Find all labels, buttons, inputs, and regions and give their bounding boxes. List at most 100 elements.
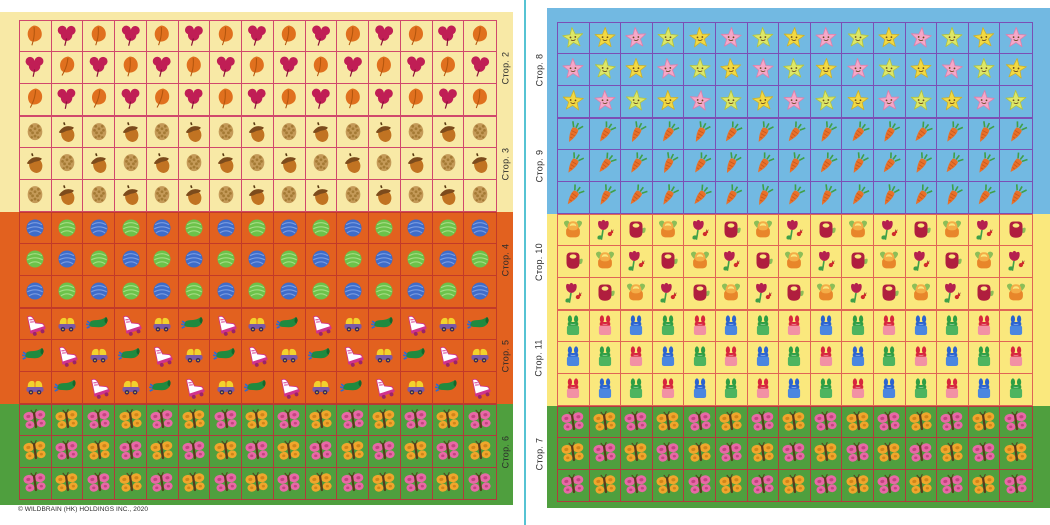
acorn-icon bbox=[217, 153, 234, 174]
sticker-basket-maroon bbox=[874, 277, 906, 309]
leaf-orange-icon bbox=[472, 88, 488, 109]
sticker-butterfly-pink bbox=[115, 436, 147, 468]
butterfly-orange-icon bbox=[341, 440, 364, 461]
pinecone-icon bbox=[472, 186, 488, 204]
car-icon bbox=[312, 381, 330, 395]
sticker-butterfly-orange bbox=[716, 407, 748, 439]
butterfly-pink-icon bbox=[751, 411, 774, 431]
sticker-ball-blue bbox=[464, 276, 496, 307]
leaf-crimson-icon bbox=[121, 89, 139, 110]
copyright-text: © WILDBRAIN (HK) HOLDINGS INC., 2020 bbox=[18, 506, 149, 513]
pinecone-icon bbox=[408, 123, 424, 141]
gift-red-icon bbox=[630, 346, 643, 367]
sticker-gift-blue bbox=[558, 342, 590, 374]
sticker-butterfly-pink bbox=[684, 469, 716, 501]
sticker-car bbox=[432, 309, 465, 341]
sticker-pinecone bbox=[401, 179, 433, 211]
sticker-shoe bbox=[464, 309, 496, 341]
sticker-acorn bbox=[51, 117, 84, 149]
sticker-star-lime bbox=[968, 54, 1001, 86]
sticker-star-lime bbox=[874, 54, 906, 86]
carrot-icon bbox=[916, 152, 932, 174]
sticker-basket-orange bbox=[1000, 278, 1032, 309]
leaf-crimson-icon bbox=[184, 25, 203, 46]
acorn-icon bbox=[122, 185, 138, 206]
sticker-star-lime bbox=[937, 23, 969, 55]
sticker-carrot bbox=[874, 119, 906, 151]
sticker-tulip bbox=[905, 246, 938, 278]
basket-orange-icon bbox=[564, 220, 583, 238]
sticker-leaf-crimson bbox=[337, 52, 370, 84]
butterfly-orange-icon bbox=[909, 411, 932, 431]
shoe-icon bbox=[22, 348, 44, 361]
sticker-basket-maroon bbox=[747, 246, 780, 278]
gift-green-icon bbox=[946, 315, 959, 336]
leaf-crimson-icon bbox=[375, 88, 394, 110]
gift-red-icon bbox=[946, 378, 959, 399]
sticker-gift-green bbox=[558, 311, 590, 343]
butterfly-pink-icon bbox=[277, 472, 300, 493]
acorn-icon bbox=[439, 122, 456, 143]
leaf-orange-icon bbox=[408, 88, 424, 109]
butterfly-orange-icon bbox=[436, 472, 459, 493]
sticker-grid-gifts bbox=[557, 310, 1033, 406]
sticker-ball-blue bbox=[51, 244, 84, 276]
leaf-crimson-icon bbox=[407, 56, 426, 78]
gift-red-icon bbox=[978, 315, 991, 336]
star-yellow-icon bbox=[973, 27, 995, 48]
sticker-car bbox=[273, 340, 306, 372]
sticker-butterfly-pink bbox=[652, 438, 685, 470]
sticker-butterfly-orange bbox=[306, 467, 338, 499]
sticker-gift-red bbox=[589, 311, 622, 343]
basket-orange-icon bbox=[595, 252, 614, 269]
butterfly-orange-icon bbox=[877, 442, 900, 463]
leaf-orange-icon bbox=[250, 56, 265, 77]
sticker-car bbox=[464, 340, 496, 372]
sticker-butterfly-pink bbox=[210, 405, 243, 437]
sticker-star-pink bbox=[1000, 23, 1032, 55]
sticker-pinecone bbox=[337, 179, 370, 211]
star-pink-icon bbox=[657, 58, 679, 80]
sticker-leaf-crimson bbox=[432, 21, 465, 53]
sticker-butterfly-orange bbox=[937, 438, 969, 470]
sticker-ball-green bbox=[400, 244, 433, 276]
sticker-butterfly-orange bbox=[968, 407, 1001, 439]
leaf-orange-icon bbox=[345, 25, 360, 46]
basket-maroon-icon bbox=[914, 221, 931, 238]
sticker-star-yellow bbox=[558, 85, 590, 117]
ball-green-icon bbox=[471, 250, 489, 269]
gift-red-icon bbox=[725, 346, 738, 367]
ball-green-icon bbox=[248, 282, 267, 300]
pinecone-icon bbox=[313, 154, 329, 172]
sticker-car bbox=[337, 309, 370, 341]
sticker-shoe bbox=[273, 309, 306, 341]
sticker-carrot bbox=[779, 119, 811, 151]
gift-blue-icon bbox=[693, 378, 706, 399]
basket-orange-icon bbox=[1007, 283, 1026, 301]
butterfly-pink-icon bbox=[404, 472, 427, 493]
tulip-icon bbox=[913, 251, 930, 272]
carrot-icon bbox=[631, 184, 649, 205]
sticker-acorn bbox=[400, 148, 433, 180]
carrot-icon bbox=[947, 152, 965, 173]
ball-blue-icon bbox=[439, 250, 457, 269]
sticker-star-pink bbox=[905, 23, 938, 55]
butterfly-orange-icon bbox=[309, 409, 332, 429]
gift-green-icon bbox=[662, 315, 675, 336]
basket-maroon-icon bbox=[1009, 221, 1026, 238]
carrot-icon bbox=[822, 184, 837, 206]
sticker-ball-green bbox=[115, 275, 147, 307]
butterfly-pink-icon bbox=[877, 474, 900, 495]
sticker-pinecone bbox=[115, 148, 147, 180]
acorn-icon bbox=[154, 153, 170, 174]
sticker-ball-green bbox=[433, 275, 465, 307]
sticker-gift-red bbox=[842, 373, 874, 405]
tulip-icon bbox=[692, 220, 709, 241]
carrot-icon bbox=[789, 121, 807, 142]
leaf-crimson-icon bbox=[57, 89, 76, 110]
sticker-skate bbox=[274, 371, 306, 403]
sticker-gift-green bbox=[874, 342, 906, 374]
butterfly-orange-icon bbox=[940, 442, 964, 463]
carrot-icon bbox=[979, 152, 996, 174]
